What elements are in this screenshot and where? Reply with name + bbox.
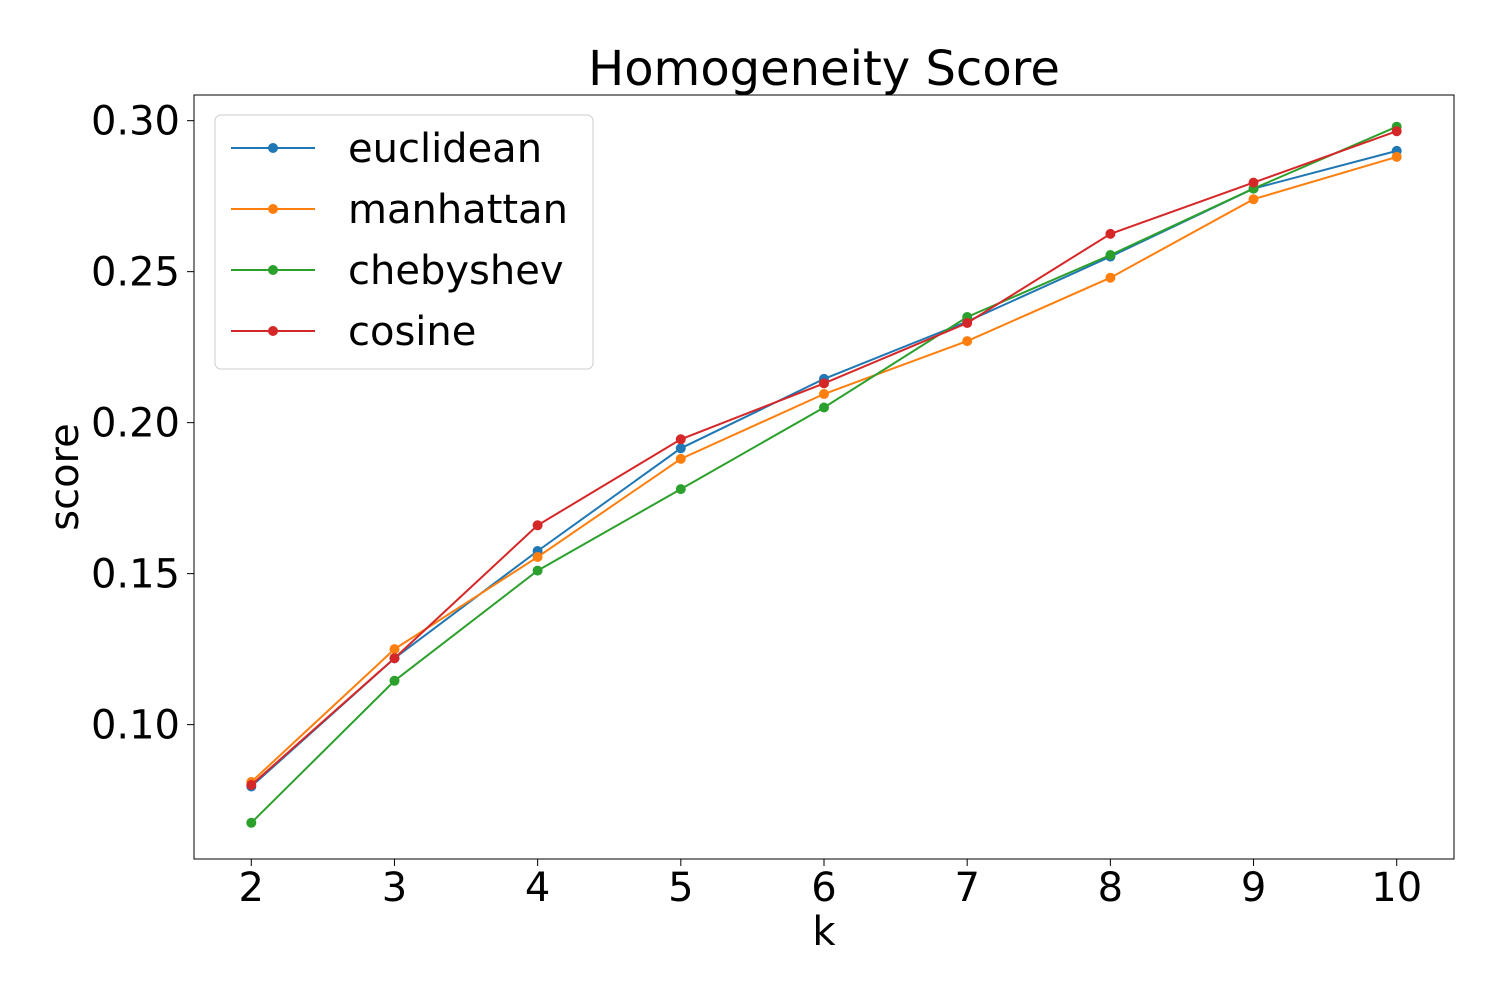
legend-label: euclidean [348,126,542,172]
y-tick-label: 0.30 [91,99,180,145]
data-point-manhattan [675,453,686,464]
x-tick-label: 9 [1241,865,1266,911]
data-point-cosine [532,520,543,531]
legend-label: manhattan [348,187,568,233]
x-tick-label: 4 [525,865,550,911]
legend-swatch-marker [268,326,278,336]
axes-frame [193,94,1455,860]
data-point-chebyshev [246,817,257,828]
data-point-chebyshev [389,675,400,686]
data-point-manhattan [819,389,829,399]
y-tick-label: 0.10 [91,703,180,749]
data-point-cosine [246,780,257,790]
x-tick-label: 10 [1371,865,1422,911]
data-point-chebyshev [1105,250,1116,260]
x-axis-label: k [812,909,836,955]
data-point-cosine [389,653,400,664]
x-tick-label: 3 [382,865,407,911]
data-point-cosine [1105,228,1116,239]
data-point-cosine [962,318,973,328]
legend-item-euclidean: euclidean [231,126,542,172]
x-axis-ticks: 2 3 4 5 6 7 8 9 10 [239,859,1422,911]
legend-swatch-marker [268,204,278,214]
legend-label: cosine [348,309,476,355]
series-lines [246,121,1402,828]
y-axis-label: score [42,423,88,530]
data-point-cosine [1248,177,1259,188]
series-manhattan [246,151,1402,787]
data-point-chebyshev [532,565,543,576]
data-point-manhattan [962,336,973,347]
legend-swatch-marker [268,265,278,275]
y-tick-label: 0.25 [91,250,180,296]
data-point-manhattan [1391,151,1402,162]
y-tick-label: 0.15 [91,552,180,598]
x-tick-label: 8 [1098,865,1123,911]
data-point-manhattan [389,644,400,655]
data-point-manhattan [532,552,543,562]
series-cosine [246,126,1402,790]
x-tick-label: 2 [239,865,264,911]
y-tick-label: 0.20 [91,401,180,447]
x-tick-label: 5 [668,865,693,911]
data-point-manhattan [1248,194,1259,205]
chart-title: Homogeneity Score [588,41,1060,97]
data-point-euclidean [675,443,686,454]
legend-frame [214,114,594,370]
legend-item-cosine: cosine [231,309,476,355]
legend-item-manhattan: manhattan [231,187,568,233]
data-point-cosine [1391,126,1402,137]
x-tick-label: 7 [954,865,979,911]
data-point-chebyshev [675,484,686,495]
data-point-manhattan [1105,272,1116,283]
data-point-cosine [819,378,829,389]
y-axis-ticks: 0.10 0.15 0.20 0.25 0.30 [91,99,194,749]
data-point-chebyshev [819,402,829,413]
legend-item-chebyshev: chebyshev [231,248,564,294]
legend: euclidean manhattan chebyshev cosine [214,114,594,370]
x-tick-label: 6 [811,865,836,911]
legend-swatch-marker [268,143,278,153]
legend-label: chebyshev [348,248,564,294]
data-point-cosine [675,434,686,445]
